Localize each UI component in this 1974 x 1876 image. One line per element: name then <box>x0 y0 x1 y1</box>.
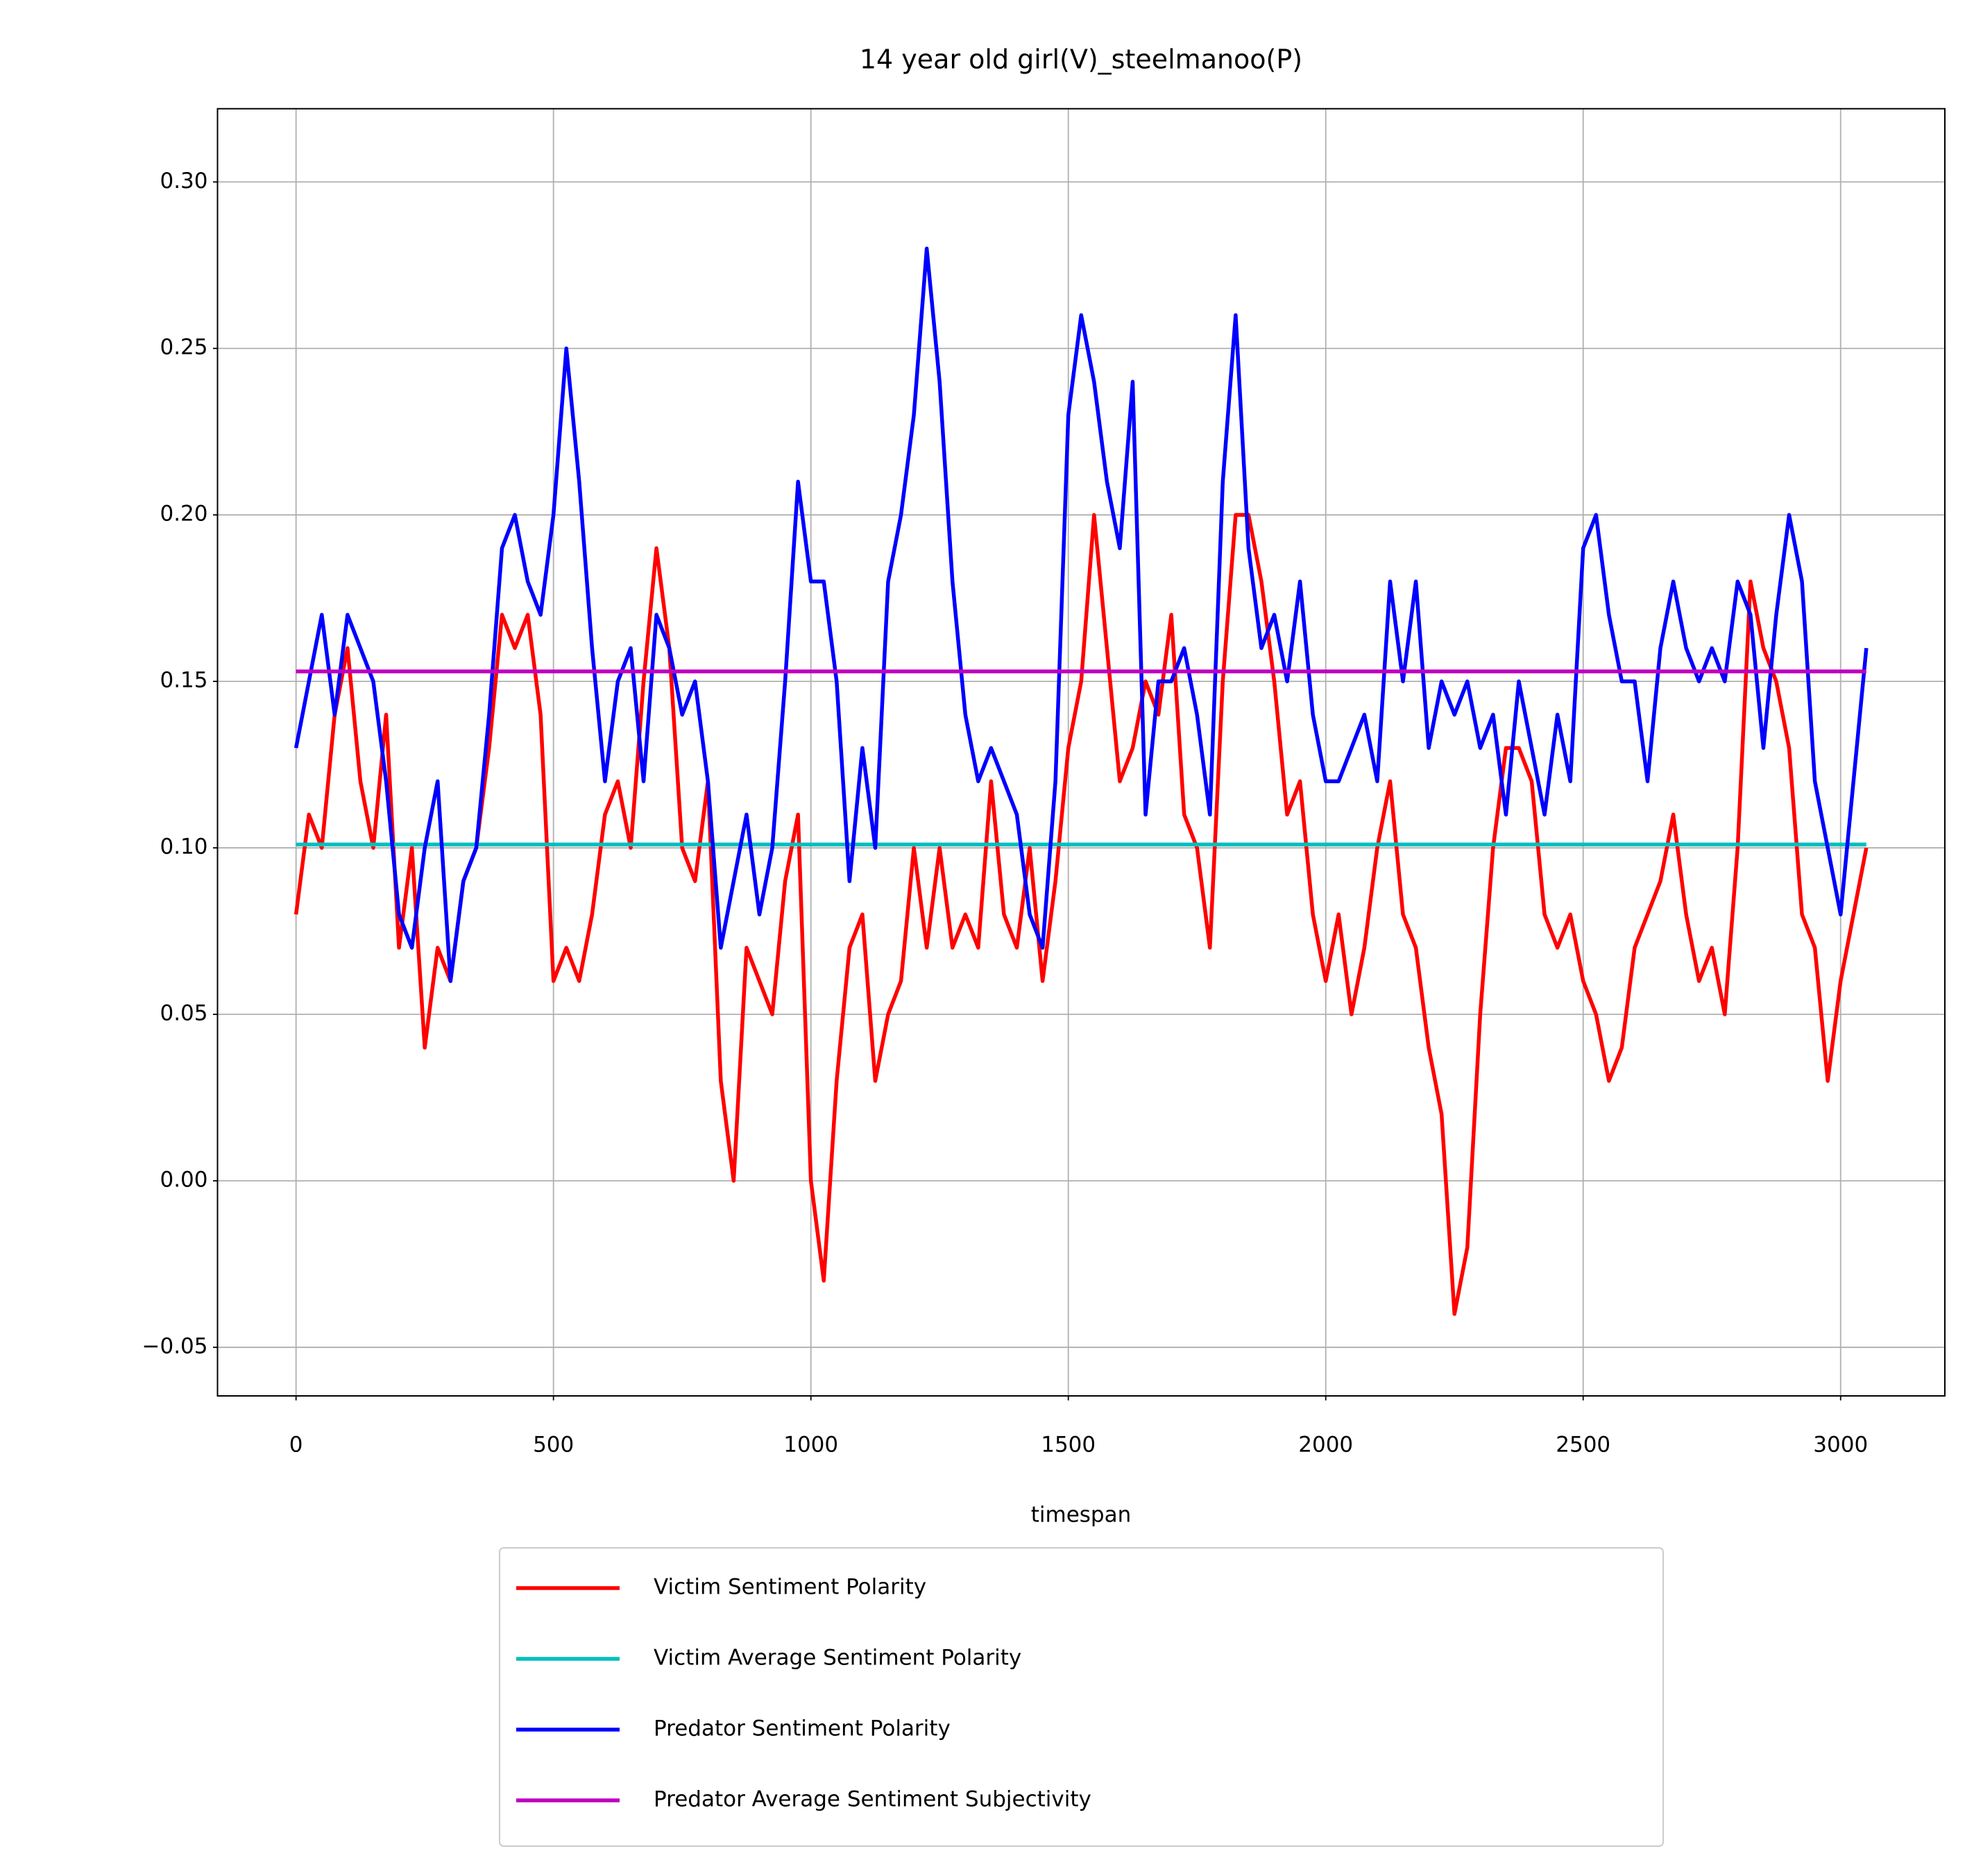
series-line <box>293 513 1869 1316</box>
y-tick-label: 0.10 <box>160 835 207 860</box>
legend-label: Victim Average Sentiment Polarity <box>654 1646 1021 1671</box>
legend: Victim Sentiment Polarity Victim Average … <box>499 1547 1664 1847</box>
x-tick-label: 2000 <box>1298 1433 1353 1458</box>
chart-title: 14 year old girl(V)_steelmanoo(P) <box>860 44 1302 75</box>
x-tick-label: 1000 <box>783 1433 838 1458</box>
y-tick-label: 0.05 <box>160 1001 207 1026</box>
series-line <box>293 246 1869 983</box>
legend-label: Victim Sentiment Polarity <box>654 1575 926 1600</box>
y-tick-label: 0.25 <box>160 335 207 360</box>
x-tick-label: 0 <box>289 1433 303 1458</box>
y-tick-label: 0.20 <box>160 502 207 527</box>
y-tick-label: 0.15 <box>160 668 207 693</box>
legend-box <box>499 1547 1664 1847</box>
legend-label: Predator Average Sentiment Subjectivity <box>654 1787 1091 1812</box>
y-tick-label: 0.30 <box>160 169 207 194</box>
y-tick-label: −0.05 <box>142 1333 208 1358</box>
x-axis-label: timespan <box>1031 1503 1132 1528</box>
x-tick-label: 1500 <box>1041 1433 1096 1458</box>
legend-label: Predator Sentiment Polarity <box>654 1716 951 1741</box>
y-tick-label: 0.00 <box>160 1167 207 1192</box>
x-tick-label: 2500 <box>1556 1433 1610 1458</box>
x-tick-label: 500 <box>533 1433 574 1458</box>
plot-frame <box>216 108 1946 1397</box>
x-tick-label: 3000 <box>1813 1433 1868 1458</box>
